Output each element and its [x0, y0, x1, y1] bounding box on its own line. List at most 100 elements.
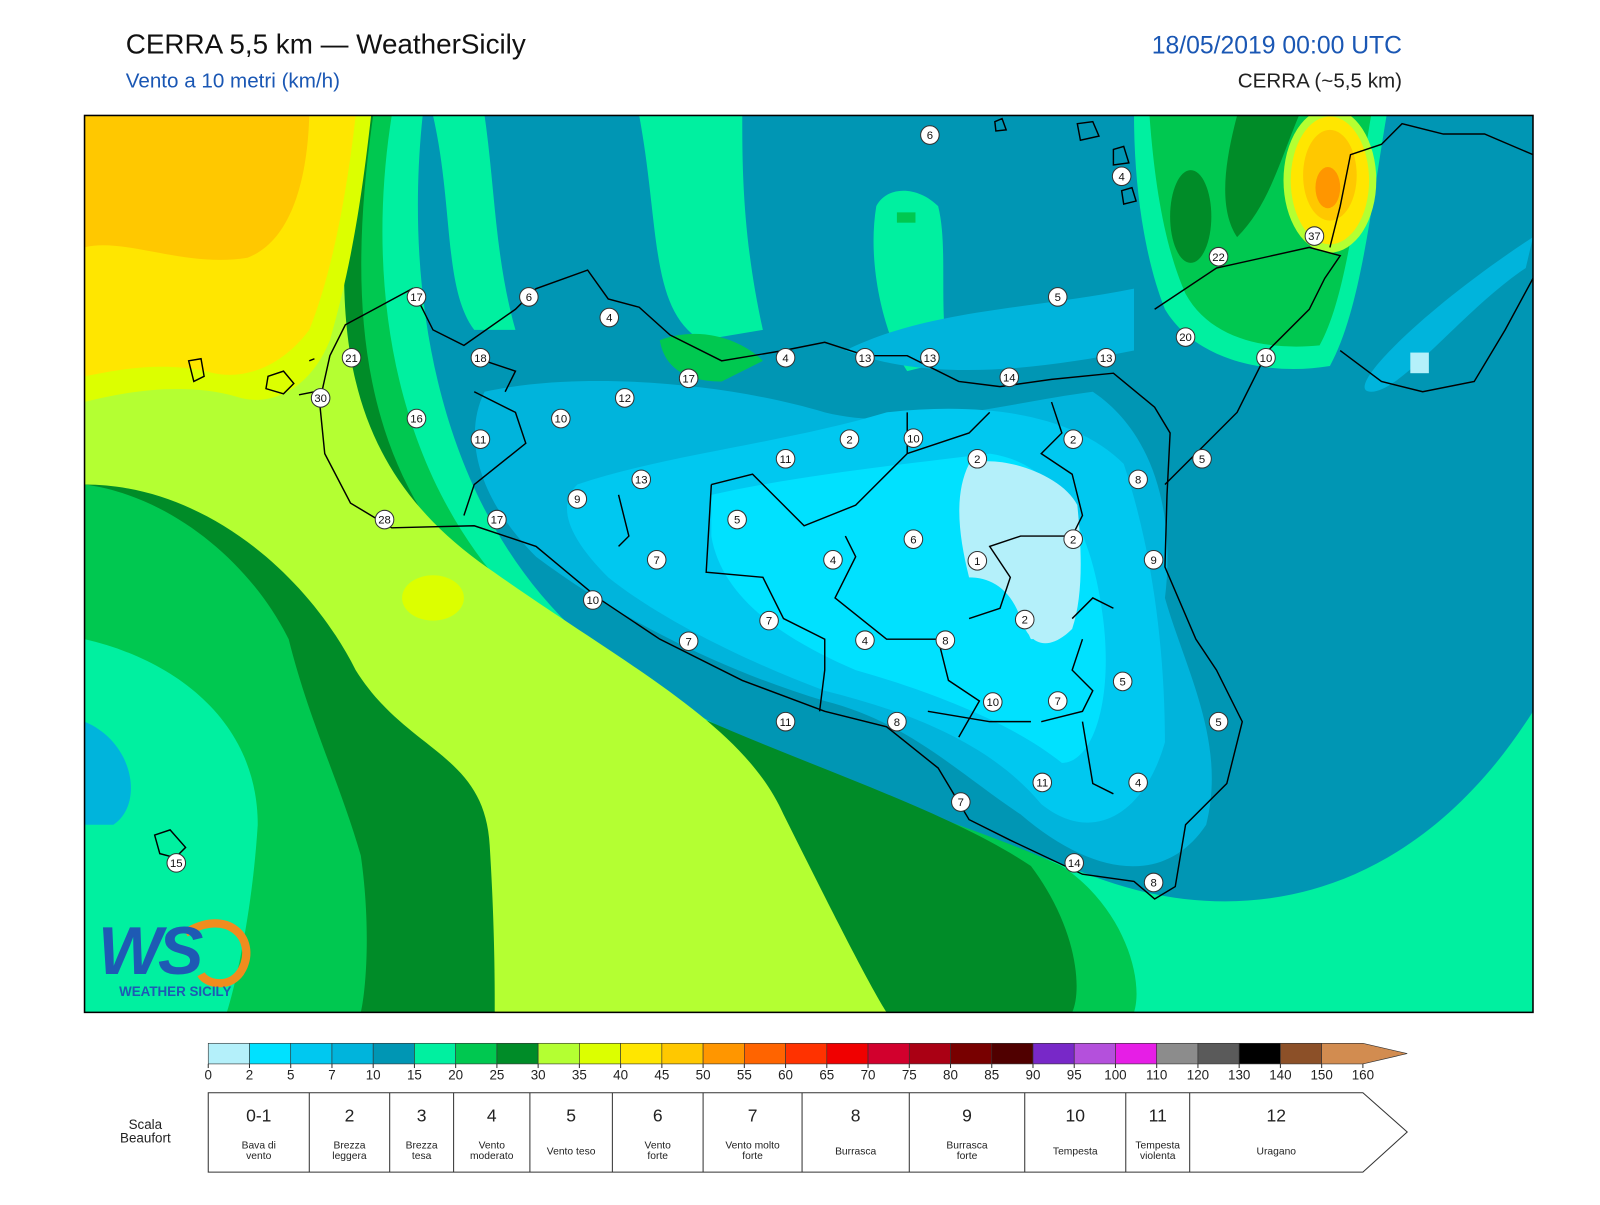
beaufort-desc: Tempesta	[1053, 1147, 1098, 1158]
beaufort-force: 5	[566, 1106, 576, 1126]
station-marker	[310, 388, 331, 408]
station-value: 15	[170, 858, 183, 870]
colorbar-swatch	[744, 1042, 786, 1065]
beaufort-force: 7	[748, 1106, 758, 1126]
station-marker	[678, 368, 699, 389]
station-value: 1	[974, 556, 980, 568]
logo: WS WEATHER SICILY	[98, 913, 251, 999]
station-value: 14	[1003, 372, 1016, 384]
colorbar-tick-label: 160	[1352, 1067, 1374, 1082]
colorbar-tick-label: 100	[1104, 1067, 1126, 1082]
beaufort-force: 9	[962, 1106, 972, 1126]
beaufort-desc: Brezza	[406, 1140, 438, 1151]
beaufort-force: 8	[851, 1106, 861, 1126]
colorbar-tick-label: 60	[778, 1067, 793, 1082]
station-marker	[646, 549, 667, 570]
station-value: 10	[555, 414, 568, 426]
station-marker	[599, 307, 620, 328]
station-value: 13	[859, 353, 872, 365]
colorbar-swatch	[1238, 1042, 1281, 1065]
colorbar-swatch	[867, 1042, 910, 1065]
colorbar-tick-label: 140	[1269, 1067, 1291, 1082]
station-value: 7	[958, 797, 964, 809]
station-value: 6	[910, 534, 916, 546]
station-value: 8	[1135, 475, 1141, 487]
colorbar-tick-label: 10	[366, 1067, 381, 1082]
beaufort-desc: moderato	[470, 1151, 514, 1162]
beaufort-desc: Burrasca	[835, 1147, 876, 1158]
beaufort-desc: forte	[957, 1151, 978, 1162]
station-marker	[551, 408, 571, 429]
beaufort-desc: tesa	[412, 1151, 432, 1162]
beaufort-force: 6	[653, 1106, 663, 1126]
station-marker	[406, 408, 427, 429]
station-value: 10	[586, 595, 599, 607]
station-marker	[1112, 671, 1133, 692]
station-value: 17	[682, 373, 695, 385]
station-marker	[470, 347, 491, 368]
beaufort-desc: Vento	[479, 1140, 506, 1151]
station-value: 28	[378, 515, 391, 527]
station-marker	[951, 792, 971, 812]
station-marker	[567, 489, 588, 509]
beaufort-desc: forte	[742, 1151, 763, 1162]
colorbar-swatch	[579, 1042, 621, 1065]
station-marker	[406, 287, 427, 307]
station-marker	[1063, 429, 1083, 449]
station-marker	[775, 448, 796, 469]
station-marker	[775, 711, 796, 732]
beaufort-force: 10	[1066, 1106, 1086, 1126]
title: CERRA 5,5 km — WeatherSicily	[126, 29, 526, 60]
station-value: 7	[766, 616, 772, 628]
colorbar-tick-label: 15	[407, 1067, 422, 1082]
colorbar-tick-label: 110	[1146, 1067, 1167, 1082]
station-value: 18	[474, 353, 487, 365]
station-marker	[1047, 287, 1068, 307]
station-value: 4	[1135, 778, 1141, 790]
colorbar-swatch	[331, 1042, 374, 1065]
colorbar-swatch	[991, 1042, 1034, 1065]
logo-mark: WS	[98, 913, 203, 989]
colorbar-tick-label: 55	[737, 1067, 752, 1082]
station-value: 17	[491, 515, 504, 527]
logo-swoosh	[183, 919, 251, 988]
station-marker	[1208, 246, 1229, 267]
colorbar-tick-label: 2	[246, 1067, 253, 1082]
beaufort-label: Beaufort	[120, 1130, 171, 1145]
station-value: 13	[635, 475, 648, 487]
colorbar-tick-label: 150	[1310, 1067, 1332, 1082]
beaufort-outline	[207, 1092, 1408, 1173]
station-marker	[775, 347, 796, 368]
beaufort-desc: vento	[246, 1151, 271, 1162]
station-value: 9	[1150, 555, 1156, 567]
station-value: 5	[1055, 292, 1061, 304]
colorbar-swatch	[1321, 1042, 1408, 1065]
coastlines	[153, 117, 1534, 900]
station-marker	[1128, 772, 1148, 793]
station-marker	[582, 590, 603, 610]
subtitle: Vento a 10 metri (km/h)	[126, 70, 340, 93]
station-value: 4	[1118, 171, 1124, 183]
station-value: 7	[686, 636, 692, 648]
colorbar-tick-label: 120	[1187, 1067, 1209, 1082]
station-value: 9	[574, 494, 580, 506]
station-marker	[1111, 166, 1132, 187]
colorbar-tick-label: 5	[287, 1067, 294, 1082]
beaufort-desc: Vento molto	[725, 1140, 780, 1151]
station-value: 8	[942, 635, 948, 647]
station-value: 5	[1215, 717, 1221, 729]
map-frame	[83, 114, 1534, 1014]
station-value: 7	[654, 555, 660, 567]
beaufort-force: 0-1	[246, 1106, 271, 1126]
station-value: 5	[734, 515, 740, 527]
station-marker	[470, 429, 491, 449]
colorbar-swatch	[1115, 1042, 1158, 1065]
station-marker	[1096, 347, 1116, 368]
station-marker	[678, 631, 699, 652]
station-layer: 6437225201013141313417461718213016111012…	[166, 125, 1325, 893]
beaufort-force: 12	[1267, 1106, 1286, 1126]
station-value: 13	[1100, 353, 1113, 365]
station-marker	[903, 529, 924, 549]
